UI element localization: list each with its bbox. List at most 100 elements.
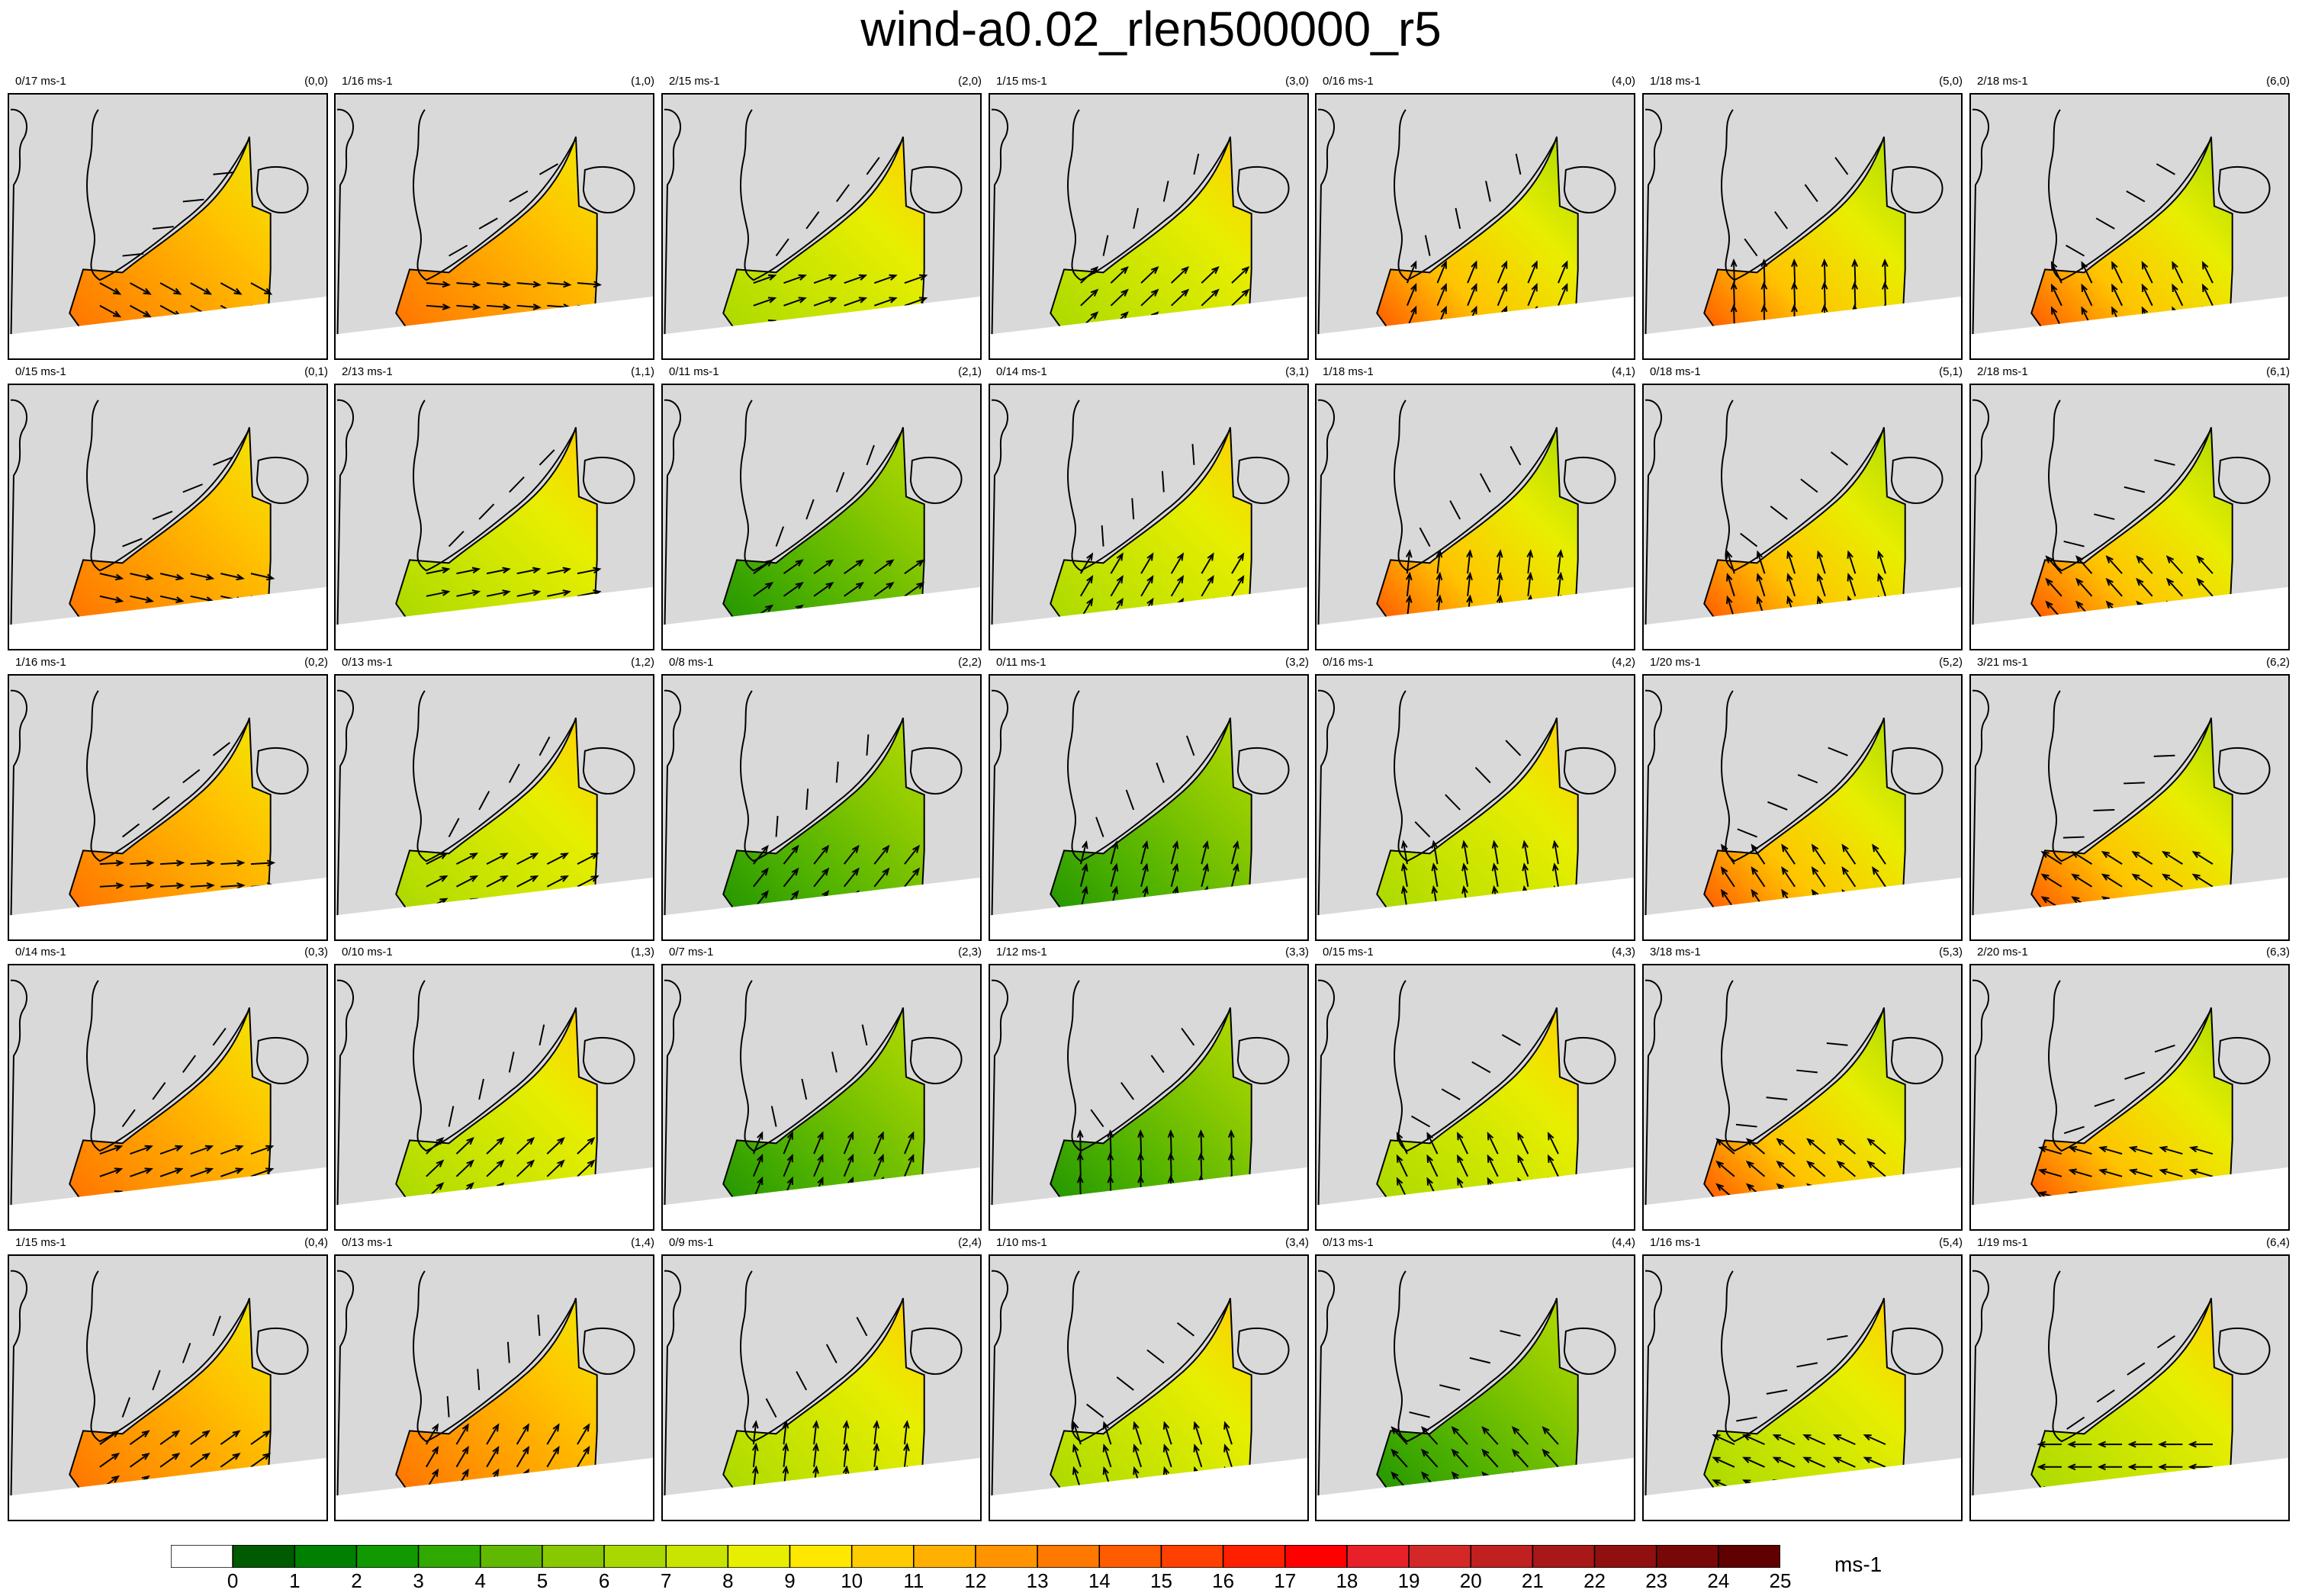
wind-speed-field xyxy=(1703,1007,1906,1212)
panel-range-label: 0/11 ms-1 xyxy=(669,365,719,378)
panel-range-label: 0/16 ms-1 xyxy=(1323,75,1374,88)
wind-speed-field xyxy=(722,427,925,632)
panel-range-label: 0/7 ms-1 xyxy=(669,946,714,959)
map-frame xyxy=(661,964,982,1231)
panel-range-label: 0/18 ms-1 xyxy=(1650,365,1701,378)
panel-index-label: (4,0) xyxy=(1612,75,1635,88)
panel-index-label: (3,2) xyxy=(1285,656,1309,669)
map-panel: 1/16 ms-1 (0,2) xyxy=(8,653,328,941)
colorbar-tick: 21 xyxy=(1521,1569,1544,1592)
colorbar-tick: 14 xyxy=(1088,1569,1111,1592)
map-frame xyxy=(1969,384,2290,650)
map-panel: 3/18 ms-1 (5,3) xyxy=(1642,943,1963,1231)
map-panel: 0/18 ms-1 (5,1) xyxy=(1642,362,1963,650)
map-edge-wedge xyxy=(990,296,1307,358)
colorbar-tick: 1 xyxy=(289,1569,301,1592)
map-frame xyxy=(1315,1254,1635,1521)
coastline xyxy=(336,399,635,649)
wind-speed-field xyxy=(1050,136,1252,342)
colorbar-swatch xyxy=(1098,1545,1162,1568)
colorbar-swatch xyxy=(1037,1545,1101,1568)
panel-index-label: (1,1) xyxy=(631,365,654,378)
map-panel: 1/18 ms-1 (5,0) xyxy=(1642,72,1963,360)
wind-speed-field xyxy=(1376,718,1579,923)
panel-range-label: 0/9 ms-1 xyxy=(669,1236,714,1249)
map-frame xyxy=(1642,674,1963,941)
map-frame xyxy=(8,1254,328,1521)
panel-range-label: 2/15 ms-1 xyxy=(669,75,720,88)
coastline xyxy=(9,399,309,649)
colorbar-tick: 6 xyxy=(598,1569,610,1592)
map-panel: 0/11 ms-1 (2,1) xyxy=(661,362,982,650)
wind-speed-field xyxy=(2030,1298,2233,1503)
coastline xyxy=(1971,979,2271,1229)
map-edge-wedge xyxy=(663,296,980,358)
coastline xyxy=(336,689,635,939)
colorbar-swatch xyxy=(789,1545,853,1568)
coastline xyxy=(1317,689,1616,939)
coastline xyxy=(990,979,1290,1229)
map-panel: 0/17 ms-1 (0,0) xyxy=(8,72,328,360)
colorbar-swatch xyxy=(1346,1545,1410,1568)
colorbar-tick: 20 xyxy=(1459,1569,1482,1592)
map-panel: 3/21 ms-1 (6,2) xyxy=(1969,653,2290,941)
map-panel: 1/20 ms-1 (5,2) xyxy=(1642,653,1963,941)
colorbar-tick: 15 xyxy=(1149,1569,1172,1592)
map-panel: 0/16 ms-1 (4,0) xyxy=(1315,72,1635,360)
panel-index-label: (2,4) xyxy=(958,1236,982,1249)
panel-range-label: 1/18 ms-1 xyxy=(1650,75,1701,88)
panel-range-label: 0/14 ms-1 xyxy=(15,946,66,959)
wind-speed-field xyxy=(395,718,598,923)
map-edge-wedge xyxy=(1317,586,1634,649)
coastline xyxy=(990,108,1290,358)
colorbar xyxy=(171,1545,1780,1568)
map-edge-wedge xyxy=(1317,296,1634,358)
panel-index-label: (0,2) xyxy=(304,656,328,669)
coastline xyxy=(1317,399,1616,649)
panel-range-label: 2/18 ms-1 xyxy=(1977,365,2028,378)
panel-index-label: (1,3) xyxy=(631,946,654,959)
map-frame xyxy=(8,674,328,941)
colorbar-swatch xyxy=(850,1545,915,1568)
colorbar-tick: 16 xyxy=(1212,1569,1235,1592)
colorbar-swatch xyxy=(171,1545,233,1568)
map-panel: 2/20 ms-1 (6,3) xyxy=(1969,943,2290,1231)
panel-range-label: 1/12 ms-1 xyxy=(996,946,1047,959)
coastline xyxy=(663,399,963,649)
map-edge-wedge xyxy=(1644,586,1961,649)
coastline xyxy=(9,1270,309,1520)
map-edge-wedge xyxy=(1644,1457,1961,1520)
map-frame xyxy=(1315,674,1635,941)
colorbar-swatch xyxy=(1718,1545,1780,1568)
panel-range-label: 0/17 ms-1 xyxy=(15,75,66,88)
map-panel: 2/13 ms-1 (1,1) xyxy=(334,362,654,650)
map-frame xyxy=(1969,674,2290,941)
coastline xyxy=(336,108,635,358)
map-panel: 0/9 ms-1 (2,4) xyxy=(661,1233,982,1521)
map-frame xyxy=(334,964,654,1231)
wind-speed-field xyxy=(722,136,925,342)
map-edge-wedge xyxy=(9,1167,326,1229)
panel-index-label: (5,1) xyxy=(1939,365,1963,378)
map-panel: 1/10 ms-1 (3,4) xyxy=(989,1233,1309,1521)
map-panel: 0/11 ms-1 (3,2) xyxy=(989,653,1309,941)
colorbar-swatch xyxy=(1655,1545,1719,1568)
map-panel: 0/16 ms-1 (4,2) xyxy=(1315,653,1635,941)
wind-speed-field xyxy=(1050,427,1252,632)
panel-range-label: 1/15 ms-1 xyxy=(15,1236,66,1249)
panel-index-label: (5,4) xyxy=(1939,1236,1963,1249)
map-frame xyxy=(1642,964,1963,1231)
panel-range-label: 2/20 ms-1 xyxy=(1977,946,2028,959)
map-edge-wedge xyxy=(336,877,653,939)
panel-index-label: (4,3) xyxy=(1612,946,1635,959)
map-panel: 1/16 ms-1 (1,0) xyxy=(334,72,654,360)
colorbar-tick: 3 xyxy=(413,1569,424,1592)
colorbar-tick: 5 xyxy=(536,1569,548,1592)
map-frame xyxy=(661,674,982,941)
coastline xyxy=(1317,979,1616,1229)
panel-index-label: (2,2) xyxy=(958,656,982,669)
coastline xyxy=(1317,108,1616,358)
colorbar-swatch xyxy=(603,1545,667,1568)
panel-range-label: 0/13 ms-1 xyxy=(342,656,393,669)
panel-range-label: 2/18 ms-1 xyxy=(1977,75,2028,88)
